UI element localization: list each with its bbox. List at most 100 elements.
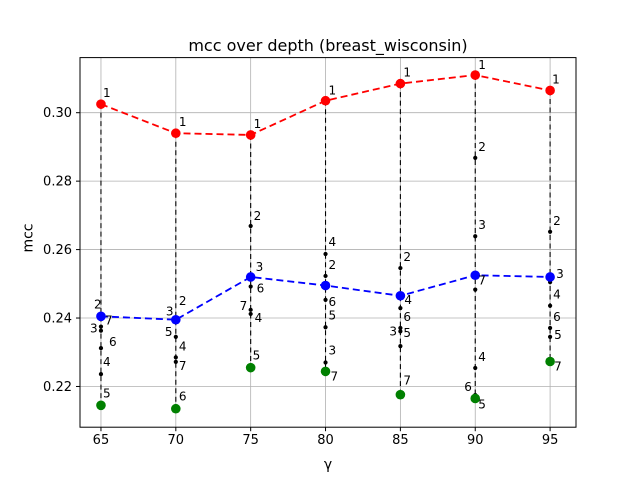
max-marker [245,130,256,140]
depth-point-4 [98,372,104,377]
y-tick-label: 0.30 [43,106,72,121]
depth-label: 7 [331,369,339,383]
depth-point-4 [473,365,478,371]
depth-point-4 [173,355,178,360]
max-marker [395,78,406,89]
depth-point-2 [248,223,253,229]
depth-label: 3 [90,322,98,336]
depth-point-2 [398,265,403,271]
y-tick-label: 0.26 [43,243,72,258]
max-marker [545,85,555,96]
x-tick-label: 85 [392,433,409,448]
depth-label: 3 [256,260,264,274]
depth-point-5 [398,343,403,349]
plot-area [79,57,577,428]
depth-point-4 [398,306,403,311]
depth-point-7 [173,359,178,364]
x-tick-label: 90 [467,433,484,448]
depth-point-5 [323,325,328,330]
depth-point-6 [248,284,253,289]
depth-point-6 [98,346,104,351]
depth-label: 6 [109,335,117,349]
depth-label: 5 [253,349,261,363]
depth-point-4 [248,311,253,317]
mean-marker [320,280,331,291]
depth-point-5 [547,334,553,339]
depth-label: 2 [553,214,561,228]
min-marker [470,393,481,404]
depth-point-6 [398,325,403,331]
depth-label: 3 [389,324,397,338]
mean-marker [245,272,256,282]
min-marker [395,389,406,400]
mean-marker [96,311,106,322]
depth-label: 1 [179,115,187,129]
depth-label: 4 [329,235,337,249]
depth-point-2 [547,229,553,234]
depth-label: 4 [404,293,412,307]
depth-label: 5 [329,308,337,322]
depth-label: 7 [403,374,411,388]
depth-label: 4 [553,288,561,302]
chart-title: mcc over depth (breast_wisconsin) [188,36,468,55]
depth-label: 1 [254,117,262,131]
depth-label: 4 [255,311,263,325]
depth-label: 4 [179,339,187,353]
depth-label: 7 [478,274,486,288]
max-marker [171,128,181,139]
depth-label: 5 [165,325,173,339]
min-marker [96,400,106,411]
depth-point-5 [173,334,178,339]
x-tick-label: 70 [168,433,185,448]
x-tick-label: 65 [93,433,110,448]
depth-label: 5 [103,386,111,400]
depth-label: 6 [329,295,337,309]
min-marker [320,366,331,377]
x-tick-label: 95 [542,433,559,448]
depth-label: 6 [553,310,561,324]
depth-point-4 [547,303,553,308]
depth-label: 3 [478,218,486,232]
depth-label: 1 [329,84,337,98]
x-axis-label: γ [323,457,333,473]
depth-point-3 [98,328,104,333]
min-marker [245,362,256,373]
depth-point-6 [547,325,553,331]
depth-label: 6 [403,310,411,324]
min-marker [545,356,555,367]
depth-label: 2 [478,140,486,154]
mean-marker [470,270,481,281]
min-marker [171,403,181,414]
depth-label: 3 [166,305,174,319]
y-tick-label: 0.22 [43,380,72,395]
depth-label: 5 [554,328,562,342]
depth-point-3 [473,234,478,239]
depth-point-7 [98,324,104,329]
depth-label: 7 [179,359,187,373]
depth-label: 3 [329,344,337,358]
mean-marker [171,314,181,325]
depth-label: 1 [403,66,411,80]
x-tick-label: 80 [317,433,334,448]
y-tick-label: 0.28 [43,175,72,190]
depth-label: 3 [556,267,564,281]
max-marker [470,70,481,80]
mean-marker [545,272,555,282]
depth-label: 6 [179,390,187,404]
max-marker [320,95,331,106]
mean-marker [395,290,406,301]
depth-label: 2 [329,258,337,272]
depth-label: 7 [240,299,248,313]
max-marker [96,99,106,109]
depth-point-7 [473,287,478,292]
depth-point-6 [323,297,328,302]
depth-point-3 [323,360,328,365]
y-tick-label: 0.24 [43,312,72,327]
depth-label: 1 [103,86,111,100]
depth-label: 5 [478,397,486,411]
depth-label: 2 [94,297,102,311]
depth-point-7 [248,307,253,312]
x-tick-label: 75 [242,433,259,448]
